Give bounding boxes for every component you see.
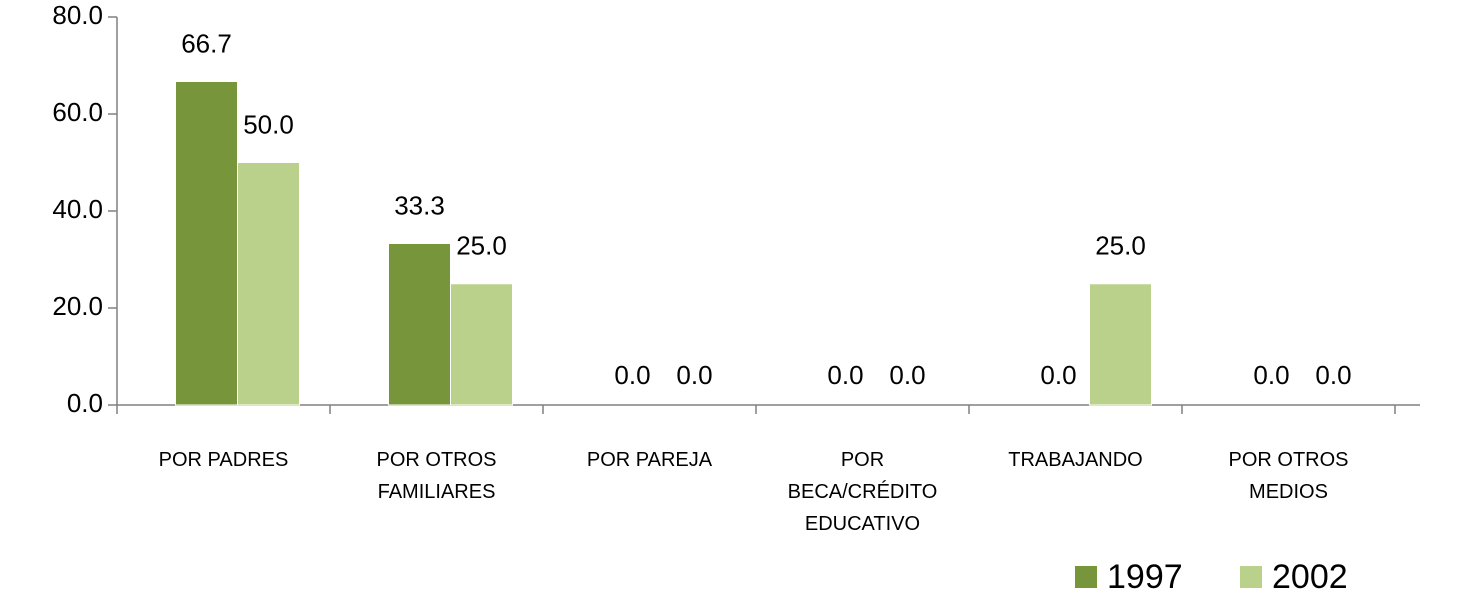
bar <box>1089 283 1152 406</box>
value-label: 0.0 <box>1253 360 1289 390</box>
value-label: 0.0 <box>1315 360 1351 390</box>
x-tick-label: POR OTROS FAMILIARES <box>376 449 497 503</box>
x-tick-label: POR BECA/CRÉDITO EDUCATIVO <box>787 449 938 535</box>
value-label: 25.0 <box>456 231 507 261</box>
x-tick-label: POR PADRES <box>158 449 289 471</box>
x-tick-label: POR PAREJA <box>586 449 713 471</box>
value-label: 0.0 <box>1040 360 1076 390</box>
x-tick-label: POR OTROS MEDIOS <box>1228 449 1349 503</box>
y-tick-label: 80.0 <box>52 0 103 30</box>
value-label: 0.0 <box>889 360 925 390</box>
bar <box>237 162 300 406</box>
value-label: 0.0 <box>614 360 650 390</box>
value-label: 50.0 <box>243 109 294 139</box>
legend-label: 1997 <box>1107 558 1183 596</box>
value-label: 0.0 <box>827 360 863 390</box>
value-label: 66.7 <box>181 28 232 58</box>
bar <box>450 283 513 406</box>
value-label: 0.0 <box>676 360 712 390</box>
y-tick-label: 0.0 <box>67 388 103 418</box>
legend-swatch <box>1240 566 1262 588</box>
y-tick-label: 20.0 <box>52 291 103 321</box>
value-label: 25.0 <box>1095 231 1146 261</box>
y-tick-label: 60.0 <box>52 97 103 127</box>
value-label: 33.3 <box>394 190 445 220</box>
bar <box>175 81 238 406</box>
legend-swatch <box>1075 566 1097 588</box>
legend-label: 2002 <box>1272 558 1348 596</box>
y-tick-label: 40.0 <box>52 194 103 224</box>
bar <box>388 242 451 406</box>
x-tick-label: TRABAJANDO <box>1008 449 1143 471</box>
